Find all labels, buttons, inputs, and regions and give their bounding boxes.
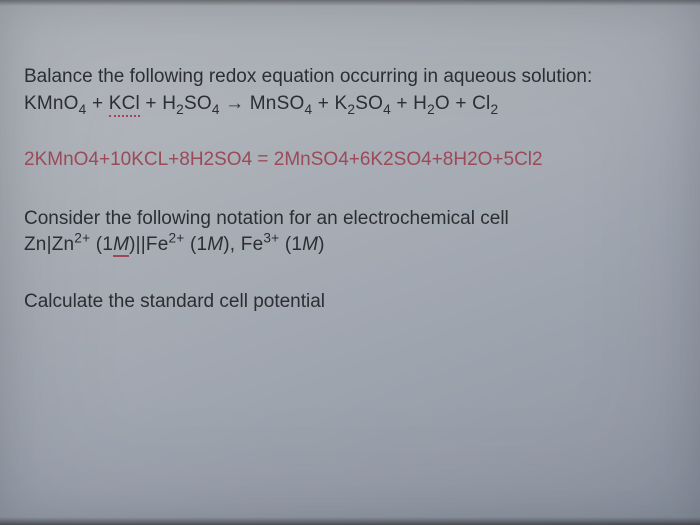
question-2: Consider the following notation for an e…: [24, 206, 684, 259]
content-area: Balance the following redox equation occ…: [24, 64, 684, 316]
q1-equation: KMnO4 + KCl + H2SO4 → MnSO4 + K2SO4 + H2…: [24, 91, 684, 118]
question-1: Balance the following redox equation occ…: [24, 64, 684, 117]
q1-prompt: Balance the following redox equation occ…: [24, 64, 684, 91]
question-panel: Balance the following redox equation occ…: [0, 0, 700, 525]
q1-answer: 2KMnO4+10KCL+8H2SO4 = 2MnSO4+6K2SO4+8H2O…: [24, 147, 684, 174]
q2-prompt: Consider the following notation for an e…: [24, 206, 684, 233]
q2-cell-notation: Zn|Zn2+ (1M)||Fe2+ (1M), Fe3+ (1M): [24, 232, 684, 259]
q2-task: Calculate the standard cell potential: [24, 289, 684, 316]
